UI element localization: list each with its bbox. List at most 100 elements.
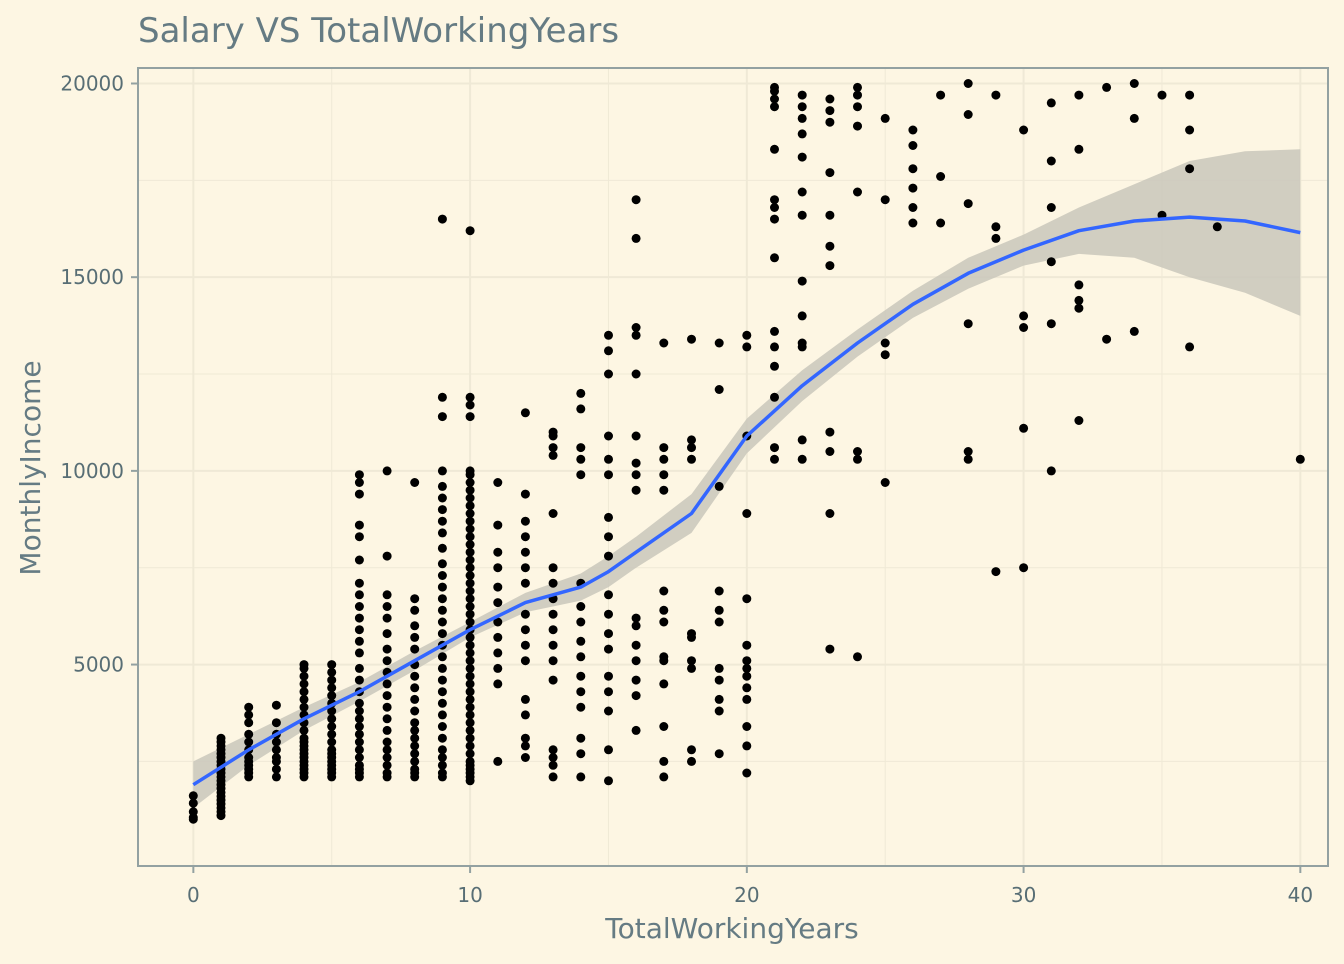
confidence-band bbox=[193, 149, 1301, 808]
data-point bbox=[299, 671, 309, 681]
data-point bbox=[604, 644, 613, 654]
data-point bbox=[825, 509, 835, 518]
data-point bbox=[659, 485, 669, 495]
data-point bbox=[797, 435, 807, 445]
data-point bbox=[465, 656, 475, 666]
data-point bbox=[604, 431, 613, 441]
data-point bbox=[520, 609, 530, 619]
data-point bbox=[465, 648, 475, 658]
data-point bbox=[465, 532, 475, 542]
data-point bbox=[770, 361, 779, 371]
data-point bbox=[770, 195, 779, 205]
data-point bbox=[465, 725, 475, 735]
data-point bbox=[437, 733, 447, 743]
data-point bbox=[493, 563, 503, 573]
data-point bbox=[1019, 311, 1029, 321]
data-point bbox=[659, 772, 669, 782]
data-point bbox=[687, 443, 696, 453]
data-point bbox=[437, 528, 447, 538]
data-point bbox=[465, 749, 475, 759]
data-point bbox=[604, 532, 613, 542]
data-point bbox=[382, 714, 392, 724]
data-point bbox=[908, 141, 918, 150]
data-point bbox=[797, 311, 807, 321]
data-point bbox=[797, 113, 807, 123]
data-point bbox=[354, 636, 364, 646]
data-point bbox=[354, 602, 364, 611]
data-point bbox=[465, 485, 475, 495]
data-point bbox=[880, 350, 890, 360]
data-point bbox=[714, 338, 724, 348]
data-point bbox=[188, 807, 198, 817]
data-point bbox=[963, 110, 973, 119]
data-point bbox=[548, 450, 558, 460]
data-point bbox=[714, 385, 724, 394]
data-point bbox=[188, 791, 198, 801]
data-point bbox=[604, 346, 613, 356]
data-point bbox=[354, 578, 364, 588]
data-point bbox=[631, 323, 641, 332]
data-point bbox=[437, 466, 447, 476]
data-point bbox=[1185, 164, 1195, 174]
data-point bbox=[936, 90, 946, 100]
data-point bbox=[548, 640, 558, 650]
data-point bbox=[465, 718, 475, 728]
data-point bbox=[354, 737, 364, 747]
data-point bbox=[520, 532, 530, 542]
data-point bbox=[299, 702, 309, 712]
data-point bbox=[631, 330, 641, 340]
data-point bbox=[908, 203, 918, 212]
data-point bbox=[1212, 222, 1222, 232]
data-point bbox=[410, 632, 420, 642]
data-point bbox=[410, 764, 420, 774]
data-point bbox=[631, 431, 641, 441]
data-point bbox=[742, 683, 752, 693]
data-point bbox=[437, 617, 447, 627]
data-point bbox=[631, 675, 641, 685]
data-point bbox=[687, 454, 696, 464]
data-point bbox=[659, 756, 669, 766]
data-point bbox=[631, 691, 641, 701]
data-point bbox=[604, 609, 613, 619]
data-point bbox=[825, 644, 835, 654]
data-point bbox=[465, 478, 475, 487]
y-tick-label: 15000 bbox=[60, 265, 124, 289]
data-point bbox=[770, 94, 779, 104]
data-point bbox=[188, 798, 198, 808]
data-point bbox=[576, 749, 586, 759]
data-point bbox=[1074, 90, 1084, 100]
data-point bbox=[548, 443, 558, 453]
data-point bbox=[548, 753, 558, 762]
data-point bbox=[1046, 466, 1056, 476]
data-point bbox=[299, 660, 309, 670]
data-point bbox=[410, 725, 420, 735]
data-point bbox=[354, 714, 364, 724]
data-point bbox=[742, 509, 752, 518]
data-point bbox=[354, 648, 364, 658]
data-point bbox=[437, 493, 447, 503]
data-point bbox=[880, 195, 890, 205]
data-point bbox=[1157, 90, 1167, 100]
data-point bbox=[631, 233, 641, 243]
data-point bbox=[493, 632, 503, 642]
data-point bbox=[548, 772, 558, 782]
data-point bbox=[493, 663, 503, 673]
data-point bbox=[382, 629, 392, 639]
data-point bbox=[354, 613, 364, 623]
data-point bbox=[853, 652, 862, 662]
data-point bbox=[1185, 90, 1195, 100]
data-point bbox=[410, 621, 420, 631]
data-point bbox=[604, 551, 613, 561]
data-point bbox=[576, 733, 586, 743]
data-point bbox=[797, 187, 807, 197]
data-point bbox=[963, 199, 973, 209]
data-point bbox=[465, 466, 475, 476]
data-point bbox=[1129, 79, 1139, 88]
data-point bbox=[548, 563, 558, 573]
data-point bbox=[520, 625, 530, 635]
data-point bbox=[991, 222, 1001, 232]
data-point bbox=[465, 710, 475, 720]
data-point bbox=[410, 749, 420, 759]
data-point bbox=[520, 640, 530, 650]
data-point bbox=[410, 718, 420, 728]
